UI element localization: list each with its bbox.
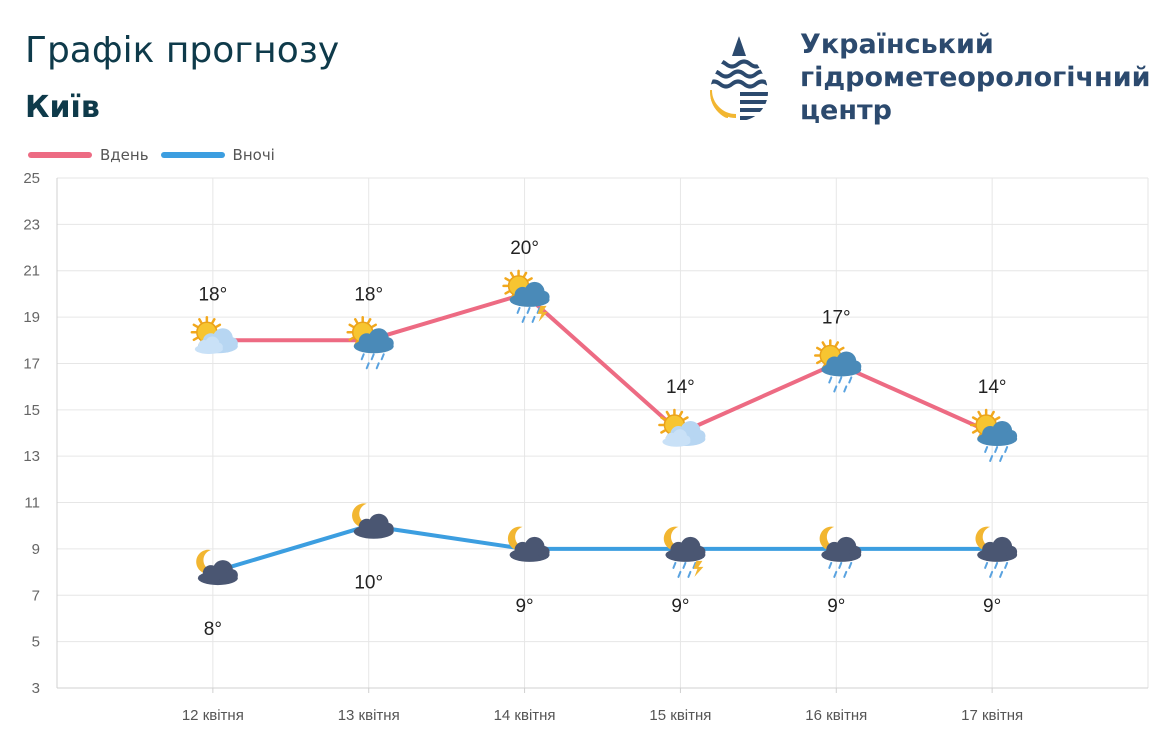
org-line-2: гідрометеорологічний bbox=[800, 62, 1151, 93]
organization-name: Український гідрометеорологічний центр bbox=[800, 28, 1151, 127]
night-temp-label: 9° bbox=[515, 596, 533, 617]
day-series-line bbox=[212, 291, 993, 435]
night-temp-label: 9° bbox=[671, 596, 689, 617]
legend-item-night[interactable]: Вночі bbox=[160, 146, 275, 164]
page-title: Графік прогнозу bbox=[25, 30, 340, 71]
y-tick-label: 3 bbox=[32, 680, 40, 697]
hydromet-logo-icon bbox=[710, 36, 768, 121]
legend-label-night: Вночі bbox=[232, 146, 275, 164]
y-tick-label: 9 bbox=[32, 541, 40, 558]
x-tick-label: 15 квітня bbox=[649, 707, 711, 724]
moon-cloud-icon bbox=[507, 526, 550, 562]
y-tick-label: 7 bbox=[32, 587, 40, 604]
day-temp-label: 18° bbox=[354, 284, 383, 305]
sun-rain-cloud-icon bbox=[346, 316, 394, 370]
moon-thunder-rain-icon bbox=[663, 526, 706, 578]
sun-cloud-icon bbox=[190, 316, 238, 354]
night-series-line bbox=[212, 523, 993, 575]
day-temp-label: 14° bbox=[978, 377, 1007, 398]
night-temp-label: 9° bbox=[827, 596, 845, 617]
night-temp-label: 8° bbox=[204, 619, 222, 640]
sun-cloud-icon bbox=[658, 408, 706, 447]
legend-swatch-night bbox=[160, 152, 225, 158]
day-temp-label: 17° bbox=[822, 307, 851, 328]
org-line-3: центр bbox=[800, 95, 892, 126]
y-tick-label: 25 bbox=[23, 170, 40, 187]
moon-rain-cloud-icon bbox=[975, 526, 1018, 578]
y-tick-label: 5 bbox=[32, 634, 40, 651]
x-tick-label: 16 квітня bbox=[805, 707, 867, 724]
x-tick-label: 17 квітня bbox=[961, 707, 1023, 724]
moon-rain-cloud-icon bbox=[819, 526, 862, 578]
y-tick-label: 13 bbox=[23, 448, 40, 465]
x-tick-label: 13 квітня bbox=[338, 707, 400, 724]
x-tick-label: 14 квітня bbox=[494, 707, 556, 724]
y-tick-label: 23 bbox=[23, 216, 40, 233]
chart-legend: Вдень Вночі bbox=[28, 145, 287, 165]
org-line-1: Український bbox=[800, 29, 994, 60]
moon-cloud-icon bbox=[352, 503, 394, 539]
moon-cloud-icon bbox=[196, 549, 238, 586]
sun-thunder-rain-icon bbox=[502, 269, 550, 323]
legend-item-day[interactable]: Вдень bbox=[28, 146, 149, 164]
y-tick-label: 19 bbox=[23, 309, 40, 326]
night-temp-label: 9° bbox=[983, 596, 1001, 617]
y-tick-label: 21 bbox=[23, 263, 40, 280]
y-tick-label: 17 bbox=[23, 355, 40, 372]
sun-rain-cloud-icon bbox=[969, 408, 1018, 462]
day-temp-label: 14° bbox=[666, 377, 695, 398]
y-tick-label: 15 bbox=[23, 402, 40, 419]
sun-rain-cloud-icon bbox=[814, 339, 862, 393]
day-temp-label: 20° bbox=[510, 238, 539, 259]
legend-swatch-day bbox=[28, 152, 92, 158]
city-name: Київ bbox=[25, 90, 100, 125]
day-temp-label: 18° bbox=[198, 284, 227, 305]
x-tick-label: 12 квітня bbox=[182, 707, 244, 724]
legend-label-day: Вдень bbox=[100, 146, 149, 164]
night-temp-label: 10° bbox=[354, 573, 383, 594]
y-tick-label: 11 bbox=[24, 495, 40, 512]
